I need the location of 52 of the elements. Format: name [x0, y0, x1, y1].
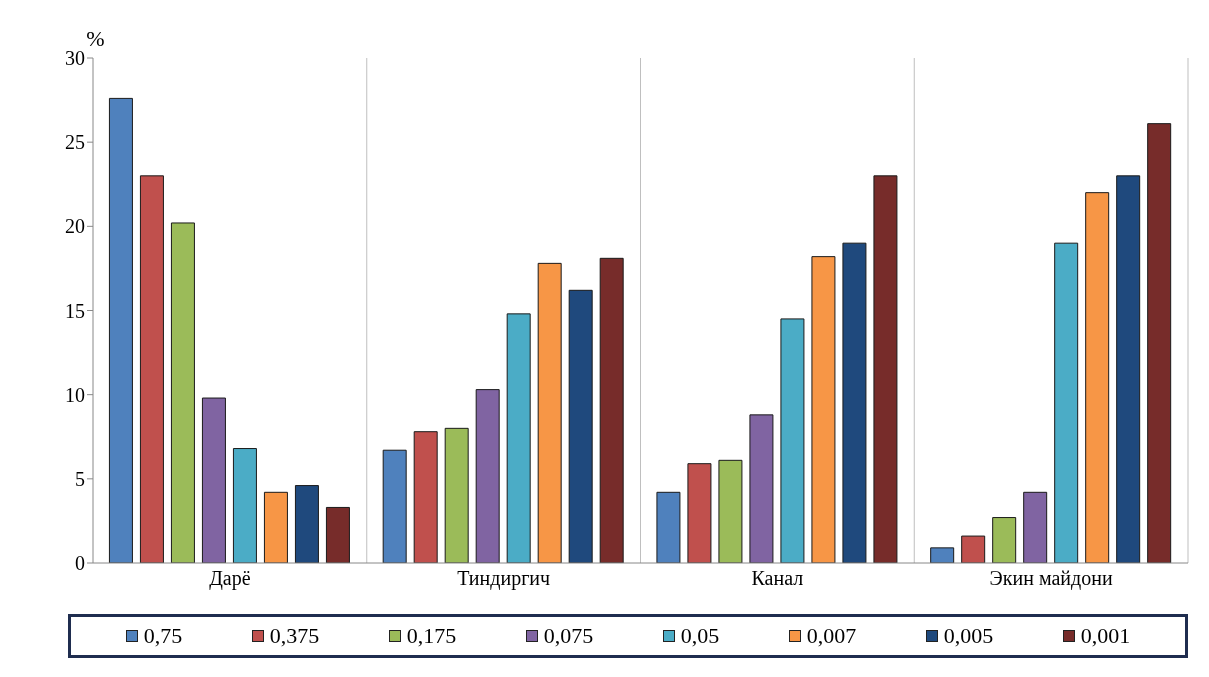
bar — [201, 397, 226, 563]
bar — [961, 535, 986, 563]
bar — [413, 431, 438, 563]
legend-label: 0,375 — [269, 623, 320, 649]
y-tick-label: 5 — [75, 467, 85, 490]
legend-label: 0,005 — [943, 623, 994, 649]
bar — [444, 427, 469, 563]
bar — [294, 485, 319, 563]
bar — [1116, 175, 1141, 563]
x-tick-label: Дарё — [209, 567, 251, 591]
bar — [749, 414, 774, 563]
bar — [170, 222, 195, 563]
legend-label: 0,175 — [406, 623, 457, 649]
bar — [506, 313, 531, 563]
bar — [811, 256, 836, 563]
y-axis-title: % — [86, 26, 105, 51]
bar — [992, 517, 1017, 563]
y-tick-label: 0 — [75, 552, 85, 575]
y-tick-label: 15 — [65, 299, 85, 322]
legend-label: 0,007 — [806, 623, 857, 649]
bar — [325, 506, 350, 563]
legend-label: 0,05 — [680, 623, 720, 649]
bar — [780, 318, 805, 563]
legend-label: 0,075 — [543, 623, 594, 649]
bar — [263, 491, 288, 563]
y-tick-label: 20 — [65, 215, 85, 238]
y-tick-label: 25 — [65, 131, 85, 154]
bar — [1147, 123, 1172, 563]
bar — [873, 175, 898, 563]
x-tick-label: Канал — [751, 567, 804, 590]
bar — [382, 449, 407, 563]
bar — [842, 242, 867, 563]
bar — [687, 463, 712, 563]
bar — [1023, 491, 1048, 563]
x-tick-label: Тиндиргич — [457, 567, 551, 591]
bar — [537, 262, 562, 563]
bar — [108, 97, 133, 563]
x-tick-label: Экин майдони — [989, 567, 1113, 591]
bar — [475, 389, 500, 563]
legend-label: 0,001 — [1080, 623, 1131, 649]
bar — [232, 448, 257, 563]
y-tick-label: 10 — [65, 383, 85, 406]
bar — [599, 257, 624, 563]
bar — [1085, 192, 1110, 563]
bar — [568, 289, 593, 563]
legend-label: 0,75 — [143, 623, 183, 649]
bar — [930, 547, 955, 563]
bar — [656, 491, 681, 563]
bar — [718, 459, 743, 563]
bar — [1054, 242, 1079, 563]
y-tick-label: 30 — [65, 47, 85, 70]
bar — [139, 175, 164, 563]
